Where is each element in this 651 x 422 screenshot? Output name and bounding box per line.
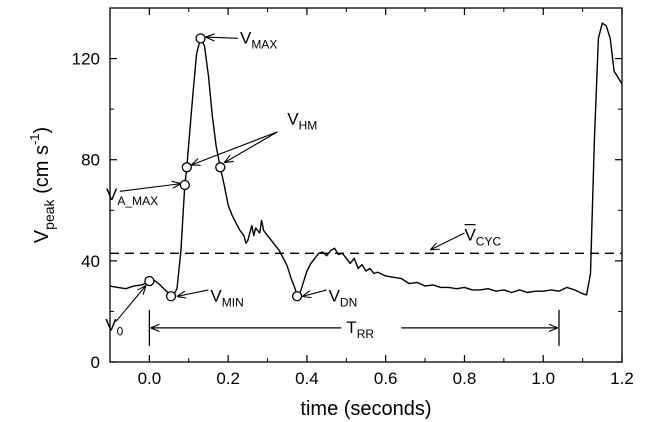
y-axis-label: Vpeak (cm s-1) <box>27 127 57 243</box>
x-tick-label: 1.0 <box>531 369 555 388</box>
y-tick-label: 0 <box>91 353 100 372</box>
annotation-arrow <box>192 131 278 165</box>
annotation-arrow <box>303 289 327 296</box>
y-tick-label: 40 <box>81 252 100 271</box>
annotation-subscript: DN <box>340 295 357 309</box>
annotation-label-min: VMIN <box>210 286 243 309</box>
annotation-symbol: V <box>210 286 222 305</box>
annotation-arrow <box>115 286 146 322</box>
data-point-marker <box>291 291 303 302</box>
annotation-label-0: V0 <box>105 315 123 338</box>
annotation-label-cyc: VCYC <box>464 226 501 249</box>
x-tick-label: 1.2 <box>610 369 634 388</box>
y-axis-label-unit: (cm s <box>31 145 53 199</box>
data-point-marker <box>181 162 192 173</box>
annotation-subscript: MAX <box>251 37 277 51</box>
x-tick-label: 0.2 <box>216 369 240 388</box>
annotation-subscript: HM <box>299 118 318 132</box>
annotation-arrow <box>178 289 209 296</box>
annotation-subscript: CYC <box>476 235 502 249</box>
annotation-subscript: 0 <box>117 324 124 338</box>
x-tick-label: 0.4 <box>295 369 319 388</box>
annotation-arrow <box>206 37 239 38</box>
interval-symbol: T <box>346 318 356 337</box>
annotation-arrow <box>225 131 278 162</box>
y-tick-label: 120 <box>72 50 100 69</box>
y-axis-label-main: V <box>31 229 53 243</box>
annotation-label-hm: VHM <box>287 109 317 132</box>
annotation-label-dn: VDN <box>329 286 358 309</box>
annotation-label-a_max: VA_MAX <box>106 185 158 208</box>
annotation-symbol: V <box>329 286 341 305</box>
annotation-subscript: A_MAX <box>117 194 158 208</box>
annotation-symbol: V <box>105 315 117 334</box>
interval-label: TRR <box>346 318 374 341</box>
velocity-trace <box>109 22 623 297</box>
y-tick-label: 80 <box>81 151 100 170</box>
x-axis-label: time (seconds) <box>300 398 431 420</box>
data-point-marker <box>144 275 155 287</box>
x-tick-label: 0.0 <box>138 369 162 388</box>
annotation-arrow <box>119 184 180 192</box>
y-axis-label-sub: peak <box>41 198 57 229</box>
x-tick-label: 0.6 <box>374 369 398 388</box>
annotation-symbol: V <box>287 109 299 128</box>
annotation-symbol: V <box>240 28 252 47</box>
x-tick-label: 0.8 <box>453 369 477 388</box>
annotation-arrow <box>431 232 465 249</box>
data-point-marker <box>165 291 177 302</box>
plot-frame <box>109 7 623 363</box>
annotation-symbol: V <box>106 185 118 204</box>
interval-label-background <box>341 314 402 341</box>
interval-subscript: RR <box>357 327 375 341</box>
y-axis-label-close: ) <box>31 127 53 134</box>
plot-area: 0.0 0.2 0.4 0.6 0.8 1.0 1.204080120VMAXVHMVA_M… <box>72 7 634 388</box>
annotation-subscript: MIN <box>222 295 244 309</box>
annotation-label-max: VMAX <box>240 28 277 51</box>
y-axis-label-exp: -1 <box>27 133 42 145</box>
annotation-symbol: V <box>464 226 476 245</box>
data-point-marker <box>215 162 226 173</box>
data-point-marker <box>195 33 206 44</box>
data-point-marker <box>179 179 190 191</box>
